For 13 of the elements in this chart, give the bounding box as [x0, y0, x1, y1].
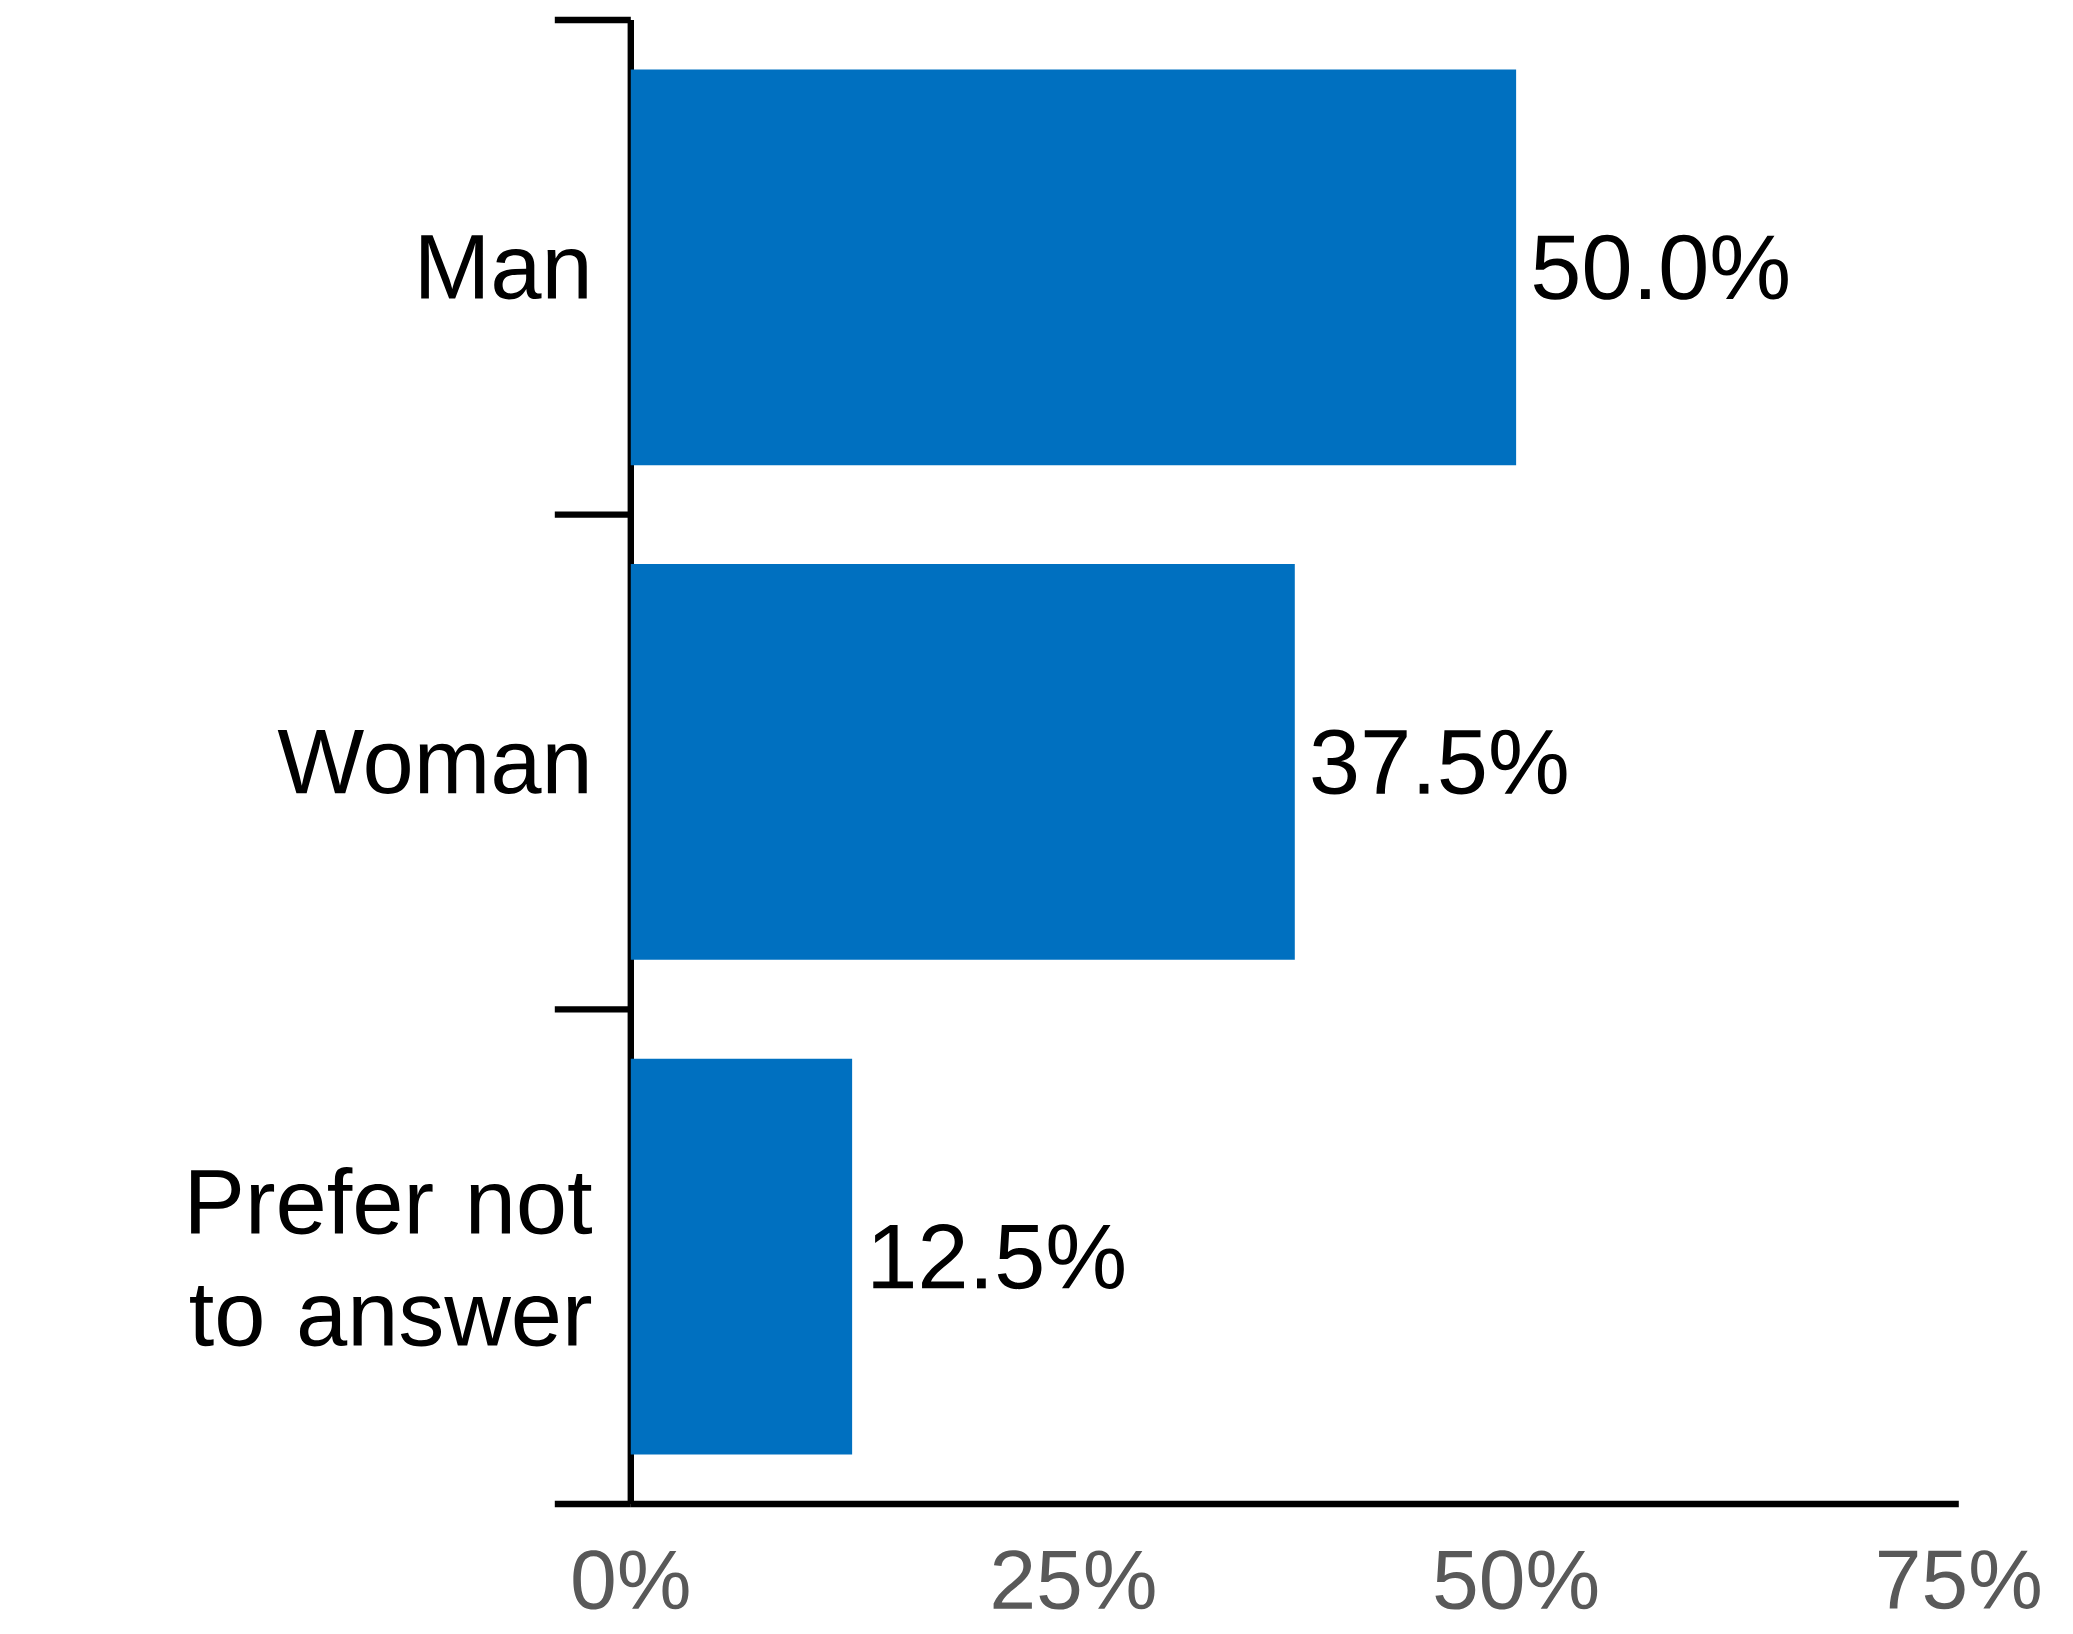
bar — [630, 1058, 853, 1455]
data-label: 50.0% — [1533, 234, 1788, 300]
y-tick-label: Woman — [277, 729, 587, 795]
x-tick-label: 25% — [993, 1550, 1155, 1610]
data-label: 37.5% — [1312, 729, 1567, 795]
y-tick-label: Man — [421, 235, 587, 300]
data-label: 12.5% — [873, 1224, 1124, 1290]
bar — [630, 564, 1295, 960]
x-tick-label: 50% — [1435, 1550, 1598, 1610]
y-tick-label: Prefer not to answer — [190, 1166, 592, 1347]
bar — [630, 69, 1517, 466]
x-tick-label: 0% — [573, 1550, 689, 1610]
x-tick-label: 75% — [1879, 1550, 2040, 1610]
